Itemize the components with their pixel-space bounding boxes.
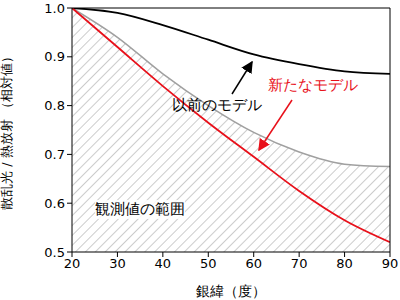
svg-text:0.7: 0.7 — [44, 147, 65, 162]
svg-text:60: 60 — [245, 256, 262, 271]
svg-text:80: 80 — [336, 256, 353, 271]
html-text:以前のモデル: 以前のモデル — [172, 96, 262, 114]
svg-text:70: 70 — [291, 256, 308, 271]
svg-text:1.0: 1.0 — [44, 1, 65, 16]
svg-text:20: 20 — [64, 256, 81, 271]
svg-text:散乱光 / 熱放射 （相対値）: 散乱光 / 熱放射 （相対値） — [8, 50, 14, 210]
svg-text:銀緯（度）: 銀緯（度） — [196, 283, 266, 299]
svg-text:90: 90 — [382, 256, 392, 271]
svg-text:0.5: 0.5 — [44, 245, 65, 260]
svg-text:50: 50 — [200, 256, 217, 271]
svg-text:0.9: 0.9 — [44, 49, 65, 64]
html-text:観測値の範囲: 観測値の範囲 — [95, 200, 185, 218]
svg-text:0.6: 0.6 — [44, 196, 65, 211]
html-text:新たなモデル: 新たなモデル — [268, 76, 358, 94]
svg-text:30: 30 — [109, 256, 126, 271]
svg-text:0.8: 0.8 — [44, 98, 65, 113]
svg-text:40: 40 — [155, 256, 172, 271]
